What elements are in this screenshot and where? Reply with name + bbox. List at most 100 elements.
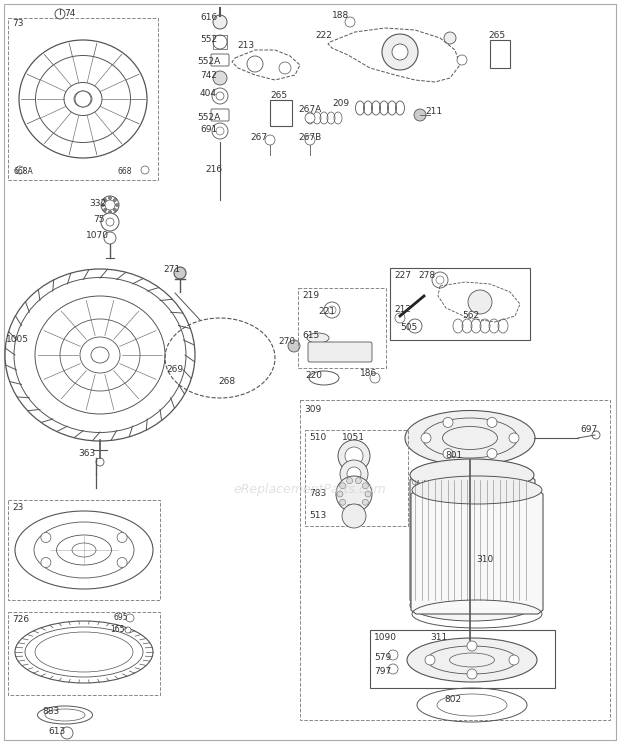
Circle shape bbox=[443, 417, 453, 427]
Text: 227: 227 bbox=[394, 272, 411, 280]
Ellipse shape bbox=[405, 411, 535, 466]
Text: 23: 23 bbox=[12, 504, 24, 513]
Circle shape bbox=[443, 449, 453, 458]
Circle shape bbox=[468, 290, 492, 314]
Circle shape bbox=[108, 211, 112, 214]
Text: 668A: 668A bbox=[14, 167, 33, 176]
Circle shape bbox=[102, 204, 105, 207]
Ellipse shape bbox=[407, 638, 537, 682]
Text: 74: 74 bbox=[64, 8, 76, 18]
Text: 220: 220 bbox=[305, 371, 322, 380]
Circle shape bbox=[365, 491, 371, 497]
Text: 1070: 1070 bbox=[86, 231, 109, 240]
Circle shape bbox=[408, 319, 422, 333]
Circle shape bbox=[347, 467, 361, 481]
Text: 268: 268 bbox=[218, 377, 235, 386]
Circle shape bbox=[216, 92, 224, 100]
Circle shape bbox=[592, 431, 600, 439]
Ellipse shape bbox=[410, 589, 534, 621]
Circle shape bbox=[305, 113, 315, 123]
Text: 616: 616 bbox=[200, 13, 217, 22]
Text: 75: 75 bbox=[93, 216, 105, 225]
Text: 579: 579 bbox=[374, 653, 391, 662]
Text: 363: 363 bbox=[78, 449, 95, 458]
Ellipse shape bbox=[412, 476, 542, 504]
Circle shape bbox=[117, 557, 127, 568]
Text: 265: 265 bbox=[270, 92, 287, 100]
Circle shape bbox=[421, 433, 431, 443]
Circle shape bbox=[388, 664, 398, 674]
Circle shape bbox=[216, 127, 224, 135]
Circle shape bbox=[340, 483, 346, 489]
Circle shape bbox=[370, 373, 380, 383]
Circle shape bbox=[213, 15, 227, 29]
Text: 222: 222 bbox=[315, 31, 332, 40]
Text: 265: 265 bbox=[488, 31, 505, 40]
Circle shape bbox=[382, 34, 418, 70]
Text: 801: 801 bbox=[445, 451, 463, 460]
Circle shape bbox=[328, 306, 336, 314]
Circle shape bbox=[115, 204, 118, 207]
Text: 165: 165 bbox=[110, 626, 125, 635]
Circle shape bbox=[101, 196, 119, 214]
Circle shape bbox=[509, 655, 519, 665]
Circle shape bbox=[104, 232, 116, 244]
Text: 797: 797 bbox=[374, 667, 391, 676]
Text: 1090: 1090 bbox=[374, 633, 397, 643]
Circle shape bbox=[340, 460, 368, 488]
Circle shape bbox=[96, 458, 104, 466]
Text: 552A: 552A bbox=[197, 112, 220, 121]
Circle shape bbox=[279, 62, 291, 74]
Circle shape bbox=[425, 655, 435, 665]
Circle shape bbox=[126, 614, 134, 622]
Text: 695: 695 bbox=[113, 614, 128, 623]
Circle shape bbox=[362, 483, 368, 489]
Circle shape bbox=[342, 504, 366, 528]
Text: 73: 73 bbox=[12, 19, 24, 28]
Circle shape bbox=[141, 166, 149, 174]
Circle shape bbox=[265, 135, 275, 145]
Ellipse shape bbox=[307, 333, 329, 343]
Circle shape bbox=[288, 340, 300, 352]
Text: 726: 726 bbox=[12, 615, 29, 624]
Text: 209: 209 bbox=[332, 100, 349, 109]
Text: 310: 310 bbox=[476, 556, 494, 565]
Circle shape bbox=[336, 476, 372, 512]
Circle shape bbox=[113, 208, 117, 211]
Text: 697: 697 bbox=[580, 426, 597, 434]
Text: 668: 668 bbox=[118, 167, 133, 176]
Text: 404: 404 bbox=[200, 89, 217, 98]
Text: 267: 267 bbox=[250, 133, 267, 143]
Text: 505: 505 bbox=[400, 324, 417, 333]
Circle shape bbox=[16, 166, 24, 174]
Polygon shape bbox=[410, 475, 535, 605]
Circle shape bbox=[487, 417, 497, 427]
Text: 615: 615 bbox=[302, 332, 319, 341]
Text: 271: 271 bbox=[163, 266, 180, 275]
Circle shape bbox=[305, 135, 315, 145]
Text: 221: 221 bbox=[318, 307, 335, 316]
Circle shape bbox=[324, 302, 340, 318]
Text: 332: 332 bbox=[89, 199, 106, 208]
Circle shape bbox=[467, 669, 477, 679]
Circle shape bbox=[213, 71, 227, 85]
Text: 188: 188 bbox=[332, 11, 349, 21]
FancyBboxPatch shape bbox=[308, 342, 372, 362]
Text: 211: 211 bbox=[425, 107, 442, 117]
Text: 883: 883 bbox=[42, 708, 60, 716]
Polygon shape bbox=[411, 490, 543, 614]
Text: 269: 269 bbox=[166, 365, 183, 374]
Circle shape bbox=[340, 499, 346, 505]
Circle shape bbox=[101, 213, 119, 231]
Circle shape bbox=[362, 499, 368, 505]
Text: 309: 309 bbox=[304, 405, 321, 414]
Circle shape bbox=[457, 55, 467, 65]
Circle shape bbox=[337, 491, 343, 497]
Text: 613: 613 bbox=[48, 728, 65, 737]
Circle shape bbox=[414, 109, 426, 121]
Circle shape bbox=[395, 313, 405, 323]
Circle shape bbox=[509, 433, 519, 443]
Circle shape bbox=[338, 440, 370, 472]
Text: 513: 513 bbox=[309, 512, 326, 521]
Circle shape bbox=[347, 478, 353, 484]
